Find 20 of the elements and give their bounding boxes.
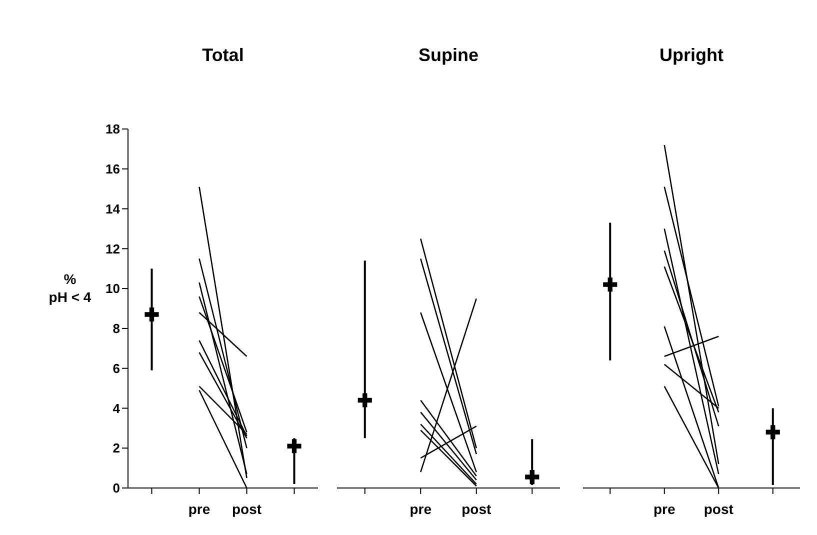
x-tick-label: pre	[653, 500, 676, 517]
chart-title: Upright	[658, 45, 724, 66]
y-tick-label: 2	[112, 440, 120, 456]
chart-title: Supine	[417, 45, 480, 66]
x-tick-label: post	[232, 500, 262, 517]
y-axis-title: % pH < 4	[48, 270, 92, 306]
y-tick-label: 16	[106, 162, 120, 177]
chart-title: Total	[201, 45, 245, 66]
y-tick-label: 4	[112, 400, 121, 416]
x-tick-label: pre	[410, 500, 432, 517]
y-tick-label: 12	[106, 241, 120, 256]
y-tick-label: 0	[112, 480, 120, 496]
y-tick-label: 8	[112, 321, 120, 336]
x-tick-label: post	[462, 500, 492, 517]
y-tick-label: 18	[106, 122, 120, 137]
x-tick-label: post	[704, 500, 734, 517]
y-tick-label: 14	[106, 201, 121, 216]
y-tick-label: 6	[112, 360, 120, 376]
y-tick-label: 10	[106, 281, 120, 296]
x-tick-label: pre	[188, 500, 210, 517]
